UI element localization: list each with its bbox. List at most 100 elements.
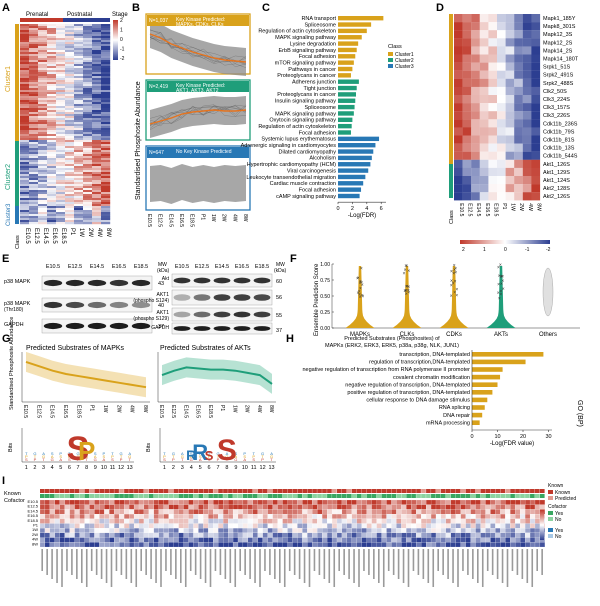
logo-small-letter: A — [199, 457, 202, 462]
substrate-cell — [218, 514, 224, 519]
heatmap-cell — [29, 130, 39, 133]
heatmap-cell — [101, 184, 111, 187]
substrate-cell — [168, 532, 174, 538]
heatmap-cell — [74, 196, 84, 199]
heatmap-cell — [20, 60, 30, 63]
substrate-cell — [59, 514, 65, 519]
i-legend-known: Known — [555, 490, 571, 496]
heatmap-cell — [47, 142, 57, 145]
substrate-cell — [148, 532, 154, 538]
heatmap-cell — [47, 196, 57, 199]
heatmap-cell — [92, 120, 102, 123]
cofactor-cell — [391, 494, 397, 498]
panel-c-label: C — [262, 2, 270, 14]
substrate-cell — [396, 499, 402, 505]
known-cell — [272, 489, 278, 493]
e-left-row-label: p38 MAPK — [4, 301, 31, 307]
substrate-cell — [119, 518, 125, 524]
heatmap-cell — [20, 28, 30, 31]
substrate-cell — [411, 509, 417, 515]
substrate-cell — [267, 542, 273, 548]
substrate-cell — [178, 523, 184, 529]
substrate-cell — [138, 523, 145, 529]
logo-small-letter: P — [163, 454, 166, 459]
enrichment-term: MAPK signaling pathway — [275, 35, 336, 41]
substrate-cell — [411, 532, 417, 538]
heatmap-cell — [29, 82, 39, 85]
kinase-site-label: Srpk2_491S — [543, 73, 574, 79]
heatmap-cell — [29, 146, 39, 149]
heatmap-cell — [20, 26, 30, 29]
heatmap-cell — [56, 204, 66, 207]
heatmap-cell — [83, 170, 93, 173]
substrate-cell — [39, 537, 46, 543]
substrate-cell — [460, 518, 466, 524]
stage-tick-label: 8W — [105, 228, 111, 237]
trend-box-header — [147, 147, 249, 158]
substrate-cell — [297, 514, 303, 519]
substrate-cell — [430, 514, 437, 519]
i-column-label-mark — [516, 549, 519, 575]
outlier-mark: × — [360, 266, 363, 272]
known-cell — [386, 489, 392, 493]
heatmap-cell — [83, 144, 93, 147]
kinase-site-label: Akt1_124S — [543, 178, 570, 184]
substrate-cell — [490, 537, 496, 543]
heatmap-cell — [20, 194, 30, 197]
go-bar — [472, 412, 483, 418]
known-cell — [208, 489, 213, 493]
i-row-label: 8W — [32, 541, 38, 546]
trend-box-header — [147, 15, 249, 26]
substrate-cell — [129, 542, 135, 548]
substrate-cell — [257, 509, 263, 515]
heatmap-cell — [65, 208, 75, 211]
i-legend-known-swatch — [548, 490, 553, 494]
substrate-cell — [430, 532, 437, 538]
substrate-cell — [49, 499, 55, 505]
i-column-label-mark — [160, 549, 162, 587]
substrate-cell — [292, 537, 298, 543]
heatmap-cell — [65, 72, 75, 75]
known-cell — [436, 489, 441, 493]
i-column-label-mark — [130, 549, 133, 583]
blot-band — [213, 326, 231, 331]
substrate-cell — [331, 509, 338, 515]
heatmap-cell — [92, 190, 102, 193]
heatmap-cell — [56, 128, 66, 131]
heatmap-cell — [65, 152, 75, 155]
heatmap-cell — [65, 58, 75, 61]
substrate-cell — [534, 518, 541, 524]
stage-legend-title: Stage — [112, 12, 128, 18]
kinase-cell — [471, 151, 480, 160]
cofactor-cell — [94, 494, 100, 498]
heatmap-cell — [20, 30, 30, 33]
heatmap-cell — [47, 148, 57, 151]
i-column-label-mark — [358, 549, 360, 587]
heatmap-cell — [74, 60, 84, 63]
substrate-cell — [223, 518, 229, 524]
heatmap-cell — [56, 120, 66, 123]
kinase-cell — [497, 159, 506, 168]
go-bar — [472, 359, 526, 365]
heatmap-cell — [56, 210, 66, 213]
substrate-cell — [361, 542, 367, 548]
substrate-cell — [69, 499, 75, 505]
heatmap-cell — [92, 48, 102, 51]
heatmap-cell — [38, 50, 48, 53]
heatmap-cell — [29, 78, 39, 81]
substrate-cell — [203, 528, 209, 533]
substrate-cell — [396, 514, 402, 519]
g-stage-tick: 1W — [102, 405, 108, 413]
heatmap-cell — [47, 106, 57, 109]
kinase-cell — [505, 159, 515, 168]
substrate-cell — [272, 514, 278, 519]
heatmap-cell — [29, 222, 39, 225]
heatmap-cell — [20, 84, 30, 87]
substrate-cell — [267, 504, 273, 510]
heatmap-cell — [101, 174, 111, 177]
kinase-site-label: Cdk11b_79S — [543, 129, 575, 135]
i-column-label-mark — [481, 549, 484, 587]
substrate-cell — [257, 523, 263, 529]
heatmap-cell — [65, 92, 75, 95]
substrate-cell — [129, 518, 135, 524]
